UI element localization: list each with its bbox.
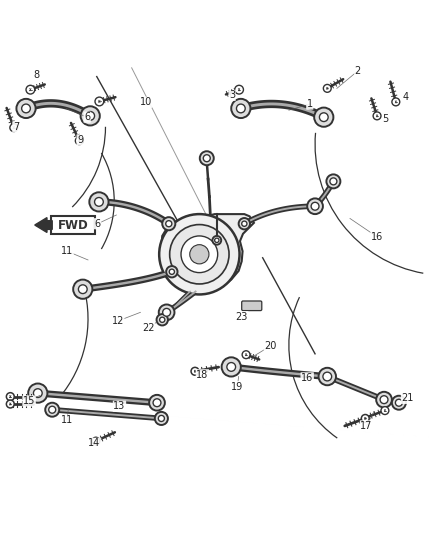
Circle shape [162, 217, 175, 230]
Circle shape [155, 412, 168, 425]
Circle shape [242, 351, 250, 359]
Circle shape [307, 198, 323, 214]
Circle shape [330, 178, 337, 185]
Circle shape [203, 155, 210, 161]
Circle shape [237, 104, 245, 113]
Circle shape [380, 395, 388, 403]
Text: 21: 21 [402, 393, 414, 403]
Text: 13: 13 [113, 401, 126, 411]
Circle shape [7, 400, 14, 408]
Circle shape [323, 84, 331, 92]
Polygon shape [161, 214, 254, 291]
Circle shape [89, 192, 109, 212]
Circle shape [200, 151, 214, 165]
Circle shape [86, 111, 95, 120]
Circle shape [159, 317, 165, 322]
Text: 8: 8 [33, 70, 39, 80]
Circle shape [191, 367, 199, 375]
Text: 6: 6 [84, 112, 90, 122]
Circle shape [323, 372, 332, 381]
Circle shape [95, 198, 103, 206]
FancyBboxPatch shape [51, 216, 95, 234]
Text: 16: 16 [301, 373, 313, 383]
Text: 22: 22 [142, 324, 155, 334]
Text: 14: 14 [88, 438, 101, 448]
Text: 5: 5 [383, 114, 389, 124]
Text: 11: 11 [61, 246, 73, 256]
Text: 12: 12 [112, 316, 124, 326]
Circle shape [373, 112, 381, 120]
Circle shape [227, 362, 236, 372]
Circle shape [170, 224, 229, 284]
FancyBboxPatch shape [242, 301, 262, 311]
Circle shape [396, 399, 403, 406]
Circle shape [242, 221, 247, 227]
Text: 17: 17 [360, 421, 373, 431]
FancyArrow shape [35, 217, 52, 232]
Circle shape [215, 238, 219, 243]
Circle shape [231, 99, 251, 118]
Circle shape [381, 407, 389, 415]
Circle shape [21, 104, 30, 113]
Circle shape [361, 415, 369, 422]
Circle shape [26, 85, 35, 94]
Circle shape [162, 309, 170, 316]
Circle shape [149, 395, 165, 410]
Circle shape [159, 304, 174, 320]
Circle shape [16, 99, 35, 118]
Text: 1: 1 [307, 99, 313, 109]
Text: 2: 2 [355, 66, 361, 76]
Circle shape [190, 245, 209, 264]
Text: 7: 7 [13, 122, 19, 132]
Circle shape [33, 389, 42, 398]
Circle shape [235, 85, 244, 94]
Circle shape [166, 221, 172, 227]
Text: 10: 10 [140, 98, 152, 107]
Circle shape [319, 113, 328, 122]
Text: 3: 3 [229, 91, 235, 100]
Text: 6: 6 [95, 219, 101, 229]
Circle shape [73, 280, 92, 299]
Text: 11: 11 [61, 415, 73, 425]
Circle shape [166, 266, 177, 277]
Circle shape [78, 285, 87, 294]
Text: 18: 18 [196, 370, 208, 380]
Text: 16: 16 [371, 232, 383, 242]
Circle shape [153, 399, 161, 407]
Circle shape [10, 124, 18, 132]
Circle shape [311, 203, 319, 210]
Circle shape [392, 98, 400, 106]
Text: 9: 9 [77, 135, 83, 145]
Circle shape [95, 97, 104, 106]
Text: 15: 15 [23, 396, 35, 406]
Circle shape [212, 236, 221, 245]
Circle shape [75, 137, 83, 144]
Circle shape [314, 108, 333, 127]
Circle shape [49, 406, 56, 413]
Circle shape [92, 437, 100, 445]
Circle shape [81, 106, 100, 125]
Circle shape [169, 269, 174, 274]
Circle shape [7, 393, 14, 400]
Circle shape [45, 403, 59, 417]
Text: 4: 4 [403, 92, 409, 102]
Circle shape [222, 357, 241, 376]
Text: 23: 23 [236, 312, 248, 322]
Text: 20: 20 [264, 341, 277, 351]
Circle shape [159, 214, 240, 294]
Circle shape [181, 236, 218, 272]
Circle shape [326, 174, 340, 188]
Text: 19: 19 [231, 382, 244, 392]
Circle shape [318, 368, 336, 385]
Circle shape [239, 218, 250, 229]
Circle shape [376, 392, 392, 408]
Circle shape [392, 395, 406, 410]
Circle shape [156, 314, 168, 326]
Text: FWD: FWD [58, 219, 88, 231]
Circle shape [28, 384, 47, 403]
Circle shape [158, 415, 164, 422]
